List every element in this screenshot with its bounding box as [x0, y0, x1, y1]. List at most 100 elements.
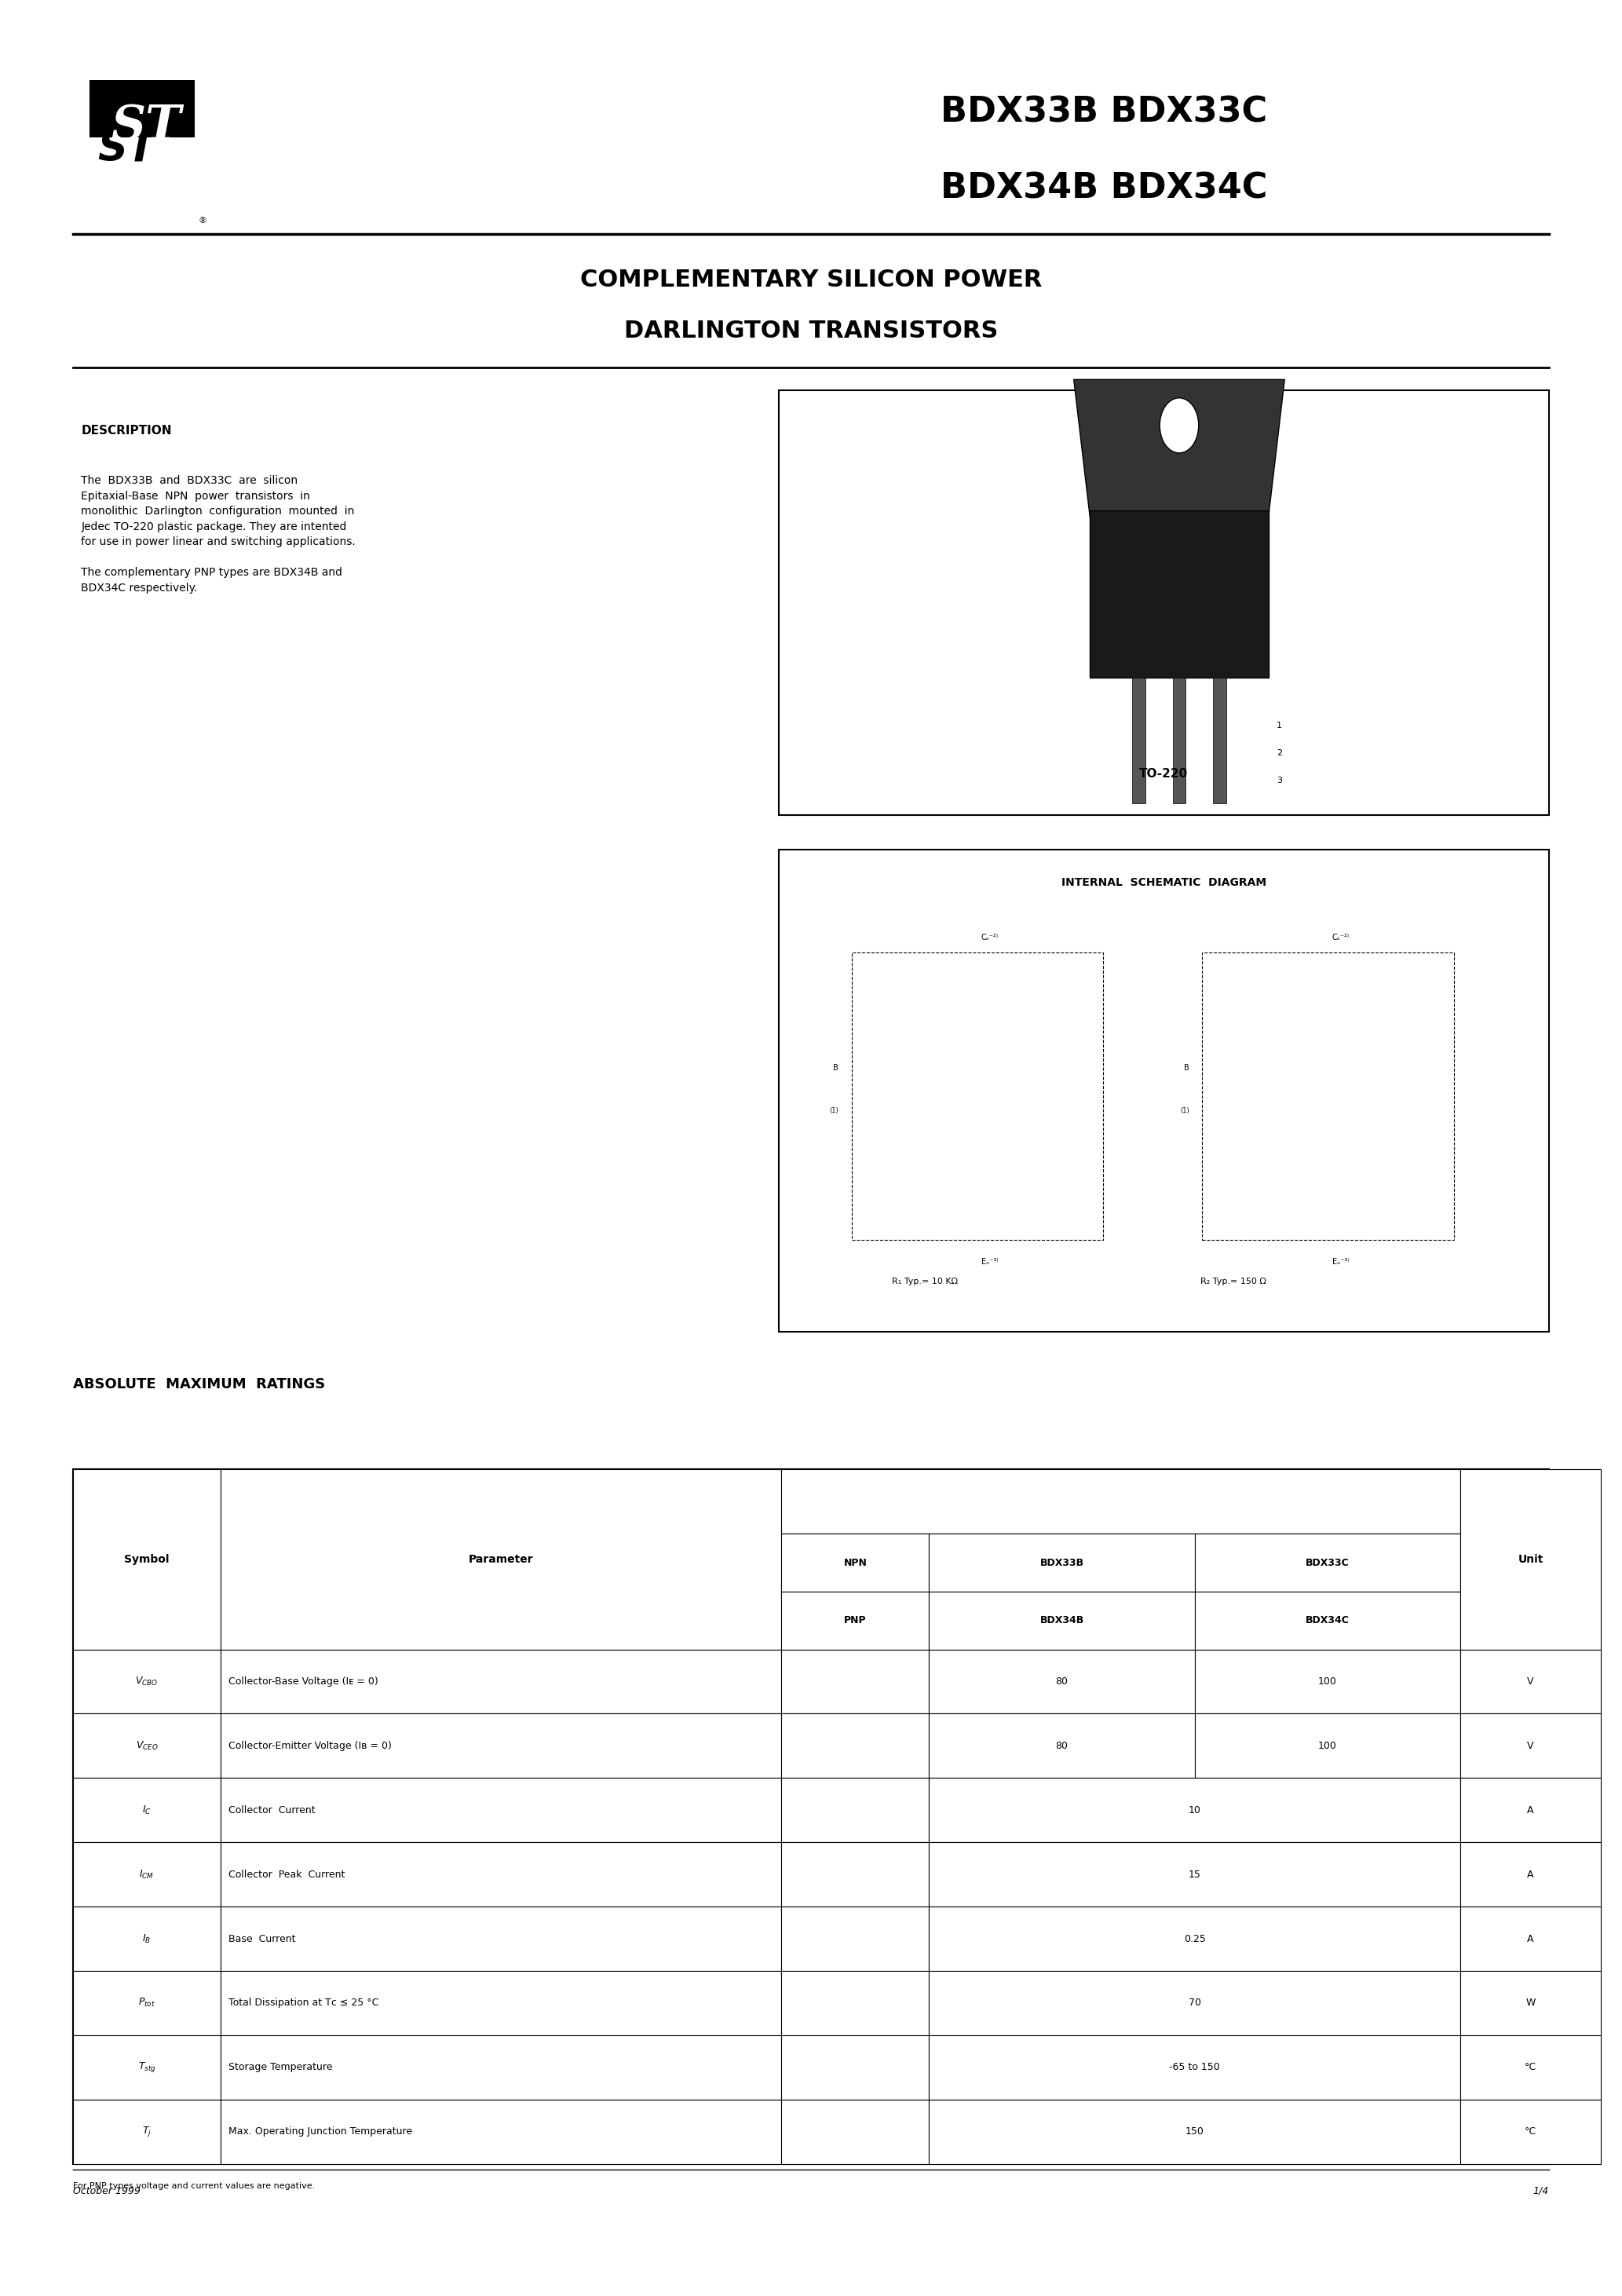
Polygon shape: [1074, 379, 1285, 517]
Text: $I_{B}$: $I_{B}$: [143, 1933, 151, 1945]
Bar: [782, 1534, 929, 1591]
Polygon shape: [89, 80, 195, 138]
Bar: [1460, 2099, 1601, 2163]
Text: Collector-Emitter Voltage (Iʙ = 0): Collector-Emitter Voltage (Iʙ = 0): [229, 1740, 393, 1752]
Text: Total Dissipation at Tᴄ ≤ 25 °C: Total Dissipation at Tᴄ ≤ 25 °C: [229, 1998, 380, 2009]
Bar: [1213, 677, 1226, 804]
Bar: [782, 1469, 1460, 1534]
Text: 100: 100: [1319, 1676, 1337, 1688]
Text: 80: 80: [1056, 1740, 1069, 1752]
Bar: [782, 1906, 929, 1970]
Text: -65 to 150: -65 to 150: [1169, 2062, 1220, 2073]
Bar: [779, 390, 1549, 815]
Bar: [852, 953, 1103, 1240]
Text: Eₒ⁻³⁾: Eₒ⁻³⁾: [981, 1258, 999, 1265]
Bar: [782, 1649, 929, 1713]
Text: $T_{j}$: $T_{j}$: [143, 2124, 151, 2138]
Text: BDX34C: BDX34C: [1306, 1616, 1350, 1626]
Text: PNP: PNP: [843, 1616, 866, 1626]
Bar: [1460, 1906, 1601, 1970]
Text: The  BDX33B  and  BDX33C  are  silicon
Epitaxial-Base  NPN  power  transistors  : The BDX33B and BDX33C are silicon Epitax…: [81, 475, 355, 592]
Bar: [929, 1841, 1460, 1906]
Text: $V_{CEO}$: $V_{CEO}$: [136, 1740, 157, 1752]
Text: V: V: [1528, 1676, 1534, 1688]
Bar: [1132, 677, 1145, 804]
Bar: [929, 1906, 1460, 1970]
Bar: [73, 1777, 221, 1841]
Text: $I_{CM}$: $I_{CM}$: [139, 1869, 154, 1880]
Bar: [782, 1970, 929, 2034]
Bar: [929, 2034, 1460, 2099]
Bar: [73, 1906, 221, 1970]
Bar: [73, 1469, 221, 1649]
Bar: [782, 2034, 929, 2099]
Text: Storage Temperature: Storage Temperature: [229, 2062, 333, 2073]
Text: NPN: NPN: [843, 1557, 868, 1568]
Text: For PNP types voltage and current values are negative.: For PNP types voltage and current values…: [73, 2181, 315, 2190]
Text: 15: 15: [1189, 1869, 1200, 1880]
Bar: [929, 1713, 1195, 1777]
Bar: [782, 1841, 929, 1906]
Bar: [73, 2034, 221, 2099]
Text: DARLINGTON TRANSISTORS: DARLINGTON TRANSISTORS: [624, 319, 998, 342]
Text: A: A: [1528, 1869, 1534, 1880]
Text: 2: 2: [1277, 748, 1281, 758]
Text: Collector-Base Voltage (Iᴇ = 0): Collector-Base Voltage (Iᴇ = 0): [229, 1676, 378, 1688]
Bar: [1460, 1970, 1601, 2034]
Bar: [1460, 1841, 1601, 1906]
Bar: [782, 1777, 929, 1841]
Text: October 1999: October 1999: [73, 2186, 141, 2195]
Text: 80: 80: [1056, 1676, 1069, 1688]
Text: Unit: Unit: [1518, 1554, 1543, 1566]
Text: BDX33B BDX33C: BDX33B BDX33C: [941, 96, 1267, 129]
Text: 3: 3: [1277, 776, 1281, 785]
Text: DESCRIPTION: DESCRIPTION: [81, 425, 172, 436]
Bar: [73, 1649, 221, 1713]
Text: ST: ST: [97, 129, 156, 170]
Text: °C: °C: [1525, 2126, 1536, 2138]
Text: °C: °C: [1525, 2062, 1536, 2073]
Text: Max. Operating Junction Temperature: Max. Operating Junction Temperature: [229, 2126, 412, 2138]
Bar: [221, 1970, 782, 2034]
Bar: [1460, 2034, 1601, 2099]
Circle shape: [1160, 397, 1199, 452]
Bar: [1195, 1591, 1460, 1649]
Text: $I_{C}$: $I_{C}$: [143, 1805, 151, 1816]
Text: Symbol: Symbol: [125, 1554, 169, 1566]
Bar: [782, 2099, 929, 2163]
Text: $T_{stg}$: $T_{stg}$: [138, 2060, 156, 2073]
Bar: [782, 1713, 929, 1777]
Bar: [929, 1591, 1195, 1649]
Bar: [779, 850, 1549, 1332]
Bar: [221, 2099, 782, 2163]
Text: $V_{CBO}$: $V_{CBO}$: [135, 1676, 159, 1688]
Bar: [1460, 1713, 1601, 1777]
Text: COMPLEMENTARY SILICON POWER: COMPLEMENTARY SILICON POWER: [581, 269, 1041, 292]
Bar: [929, 2099, 1460, 2163]
Bar: [73, 1713, 221, 1777]
Polygon shape: [1090, 510, 1268, 677]
Bar: [221, 1713, 782, 1777]
Text: 100: 100: [1319, 1740, 1337, 1752]
Bar: [1460, 1469, 1601, 1649]
Text: Collector  Peak  Current: Collector Peak Current: [229, 1869, 345, 1880]
Text: 10: 10: [1189, 1805, 1200, 1816]
Text: BDX33B: BDX33B: [1040, 1557, 1083, 1568]
Text: 150: 150: [1186, 2126, 1204, 2138]
Bar: [73, 2099, 221, 2163]
Bar: [929, 1649, 1195, 1713]
Text: TO-220: TO-220: [1139, 767, 1189, 781]
Text: ST: ST: [110, 103, 182, 149]
Text: R₁ Typ.= 10 KΩ: R₁ Typ.= 10 KΩ: [892, 1277, 959, 1286]
Bar: [1195, 1534, 1460, 1591]
Bar: [929, 1777, 1460, 1841]
Bar: [221, 1841, 782, 1906]
Bar: [1202, 953, 1453, 1240]
Bar: [929, 1970, 1460, 2034]
Text: A: A: [1528, 1805, 1534, 1816]
Text: 1/4: 1/4: [1533, 2186, 1549, 2195]
Bar: [73, 1970, 221, 2034]
Bar: [1173, 677, 1186, 804]
Text: BDX33C: BDX33C: [1306, 1557, 1350, 1568]
Bar: [929, 1534, 1195, 1591]
